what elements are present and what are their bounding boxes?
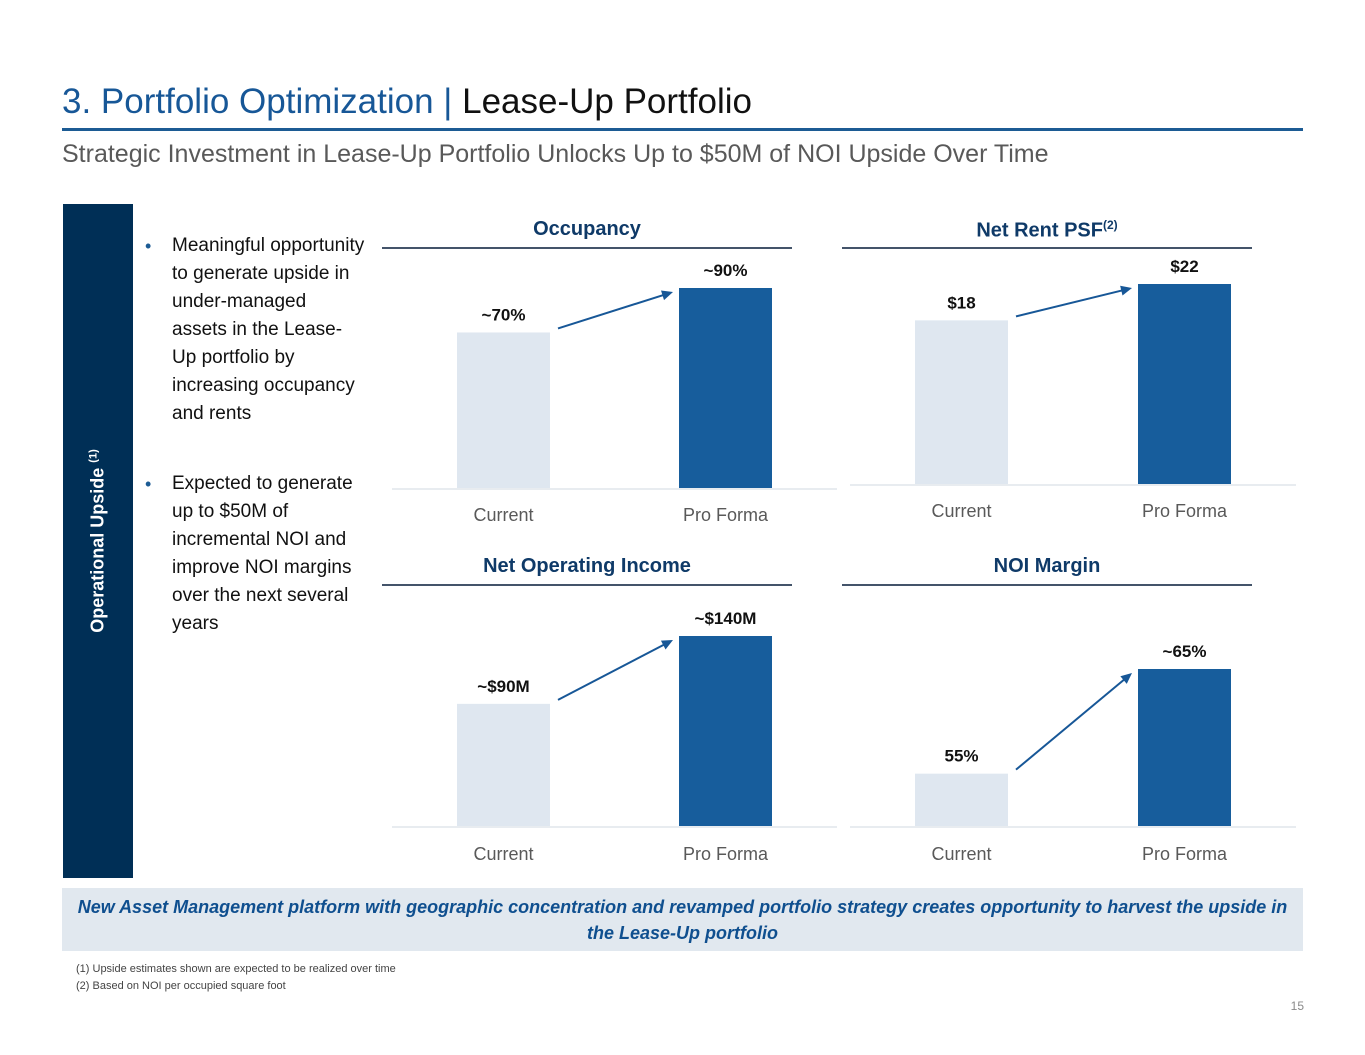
chart-noi-margin: NOI Margin 55% Current ~65% Pro Forma [840,555,1300,875]
value-label: ~90% [704,261,748,280]
chart-title: Occupancy [382,218,792,246]
title-section: 3. Portfolio Optimization [62,82,434,121]
title-rule [62,128,1303,131]
bullet-item: Meaningful opportunity to generate upsid… [145,232,365,428]
trend-arrow-head-icon [1120,285,1132,296]
page-number: 15 [1290,999,1304,1013]
bar-current [457,703,550,826]
bar-pro-forma [679,288,772,488]
chart-title-text: Net Operating Income [483,555,691,577]
chart-title-rule [382,584,792,586]
title-separator: | [433,82,463,121]
value-label: ~$140M [695,609,757,628]
page-subtitle: Strategic Investment in Lease-Up Portfol… [62,140,1049,168]
trend-arrow-head-icon [660,640,673,650]
chart-title: Net Rent PSF(2) [842,218,1252,246]
chart-title: NOI Margin [842,555,1252,583]
page-title: 3. Portfolio Optimization | Lease-Up Por… [62,80,752,124]
trend-arrow-head-icon [661,290,673,301]
sidebar-band [63,204,133,878]
bar-current [915,773,1008,826]
bar-pro-forma [1138,669,1231,826]
trend-arrow-line [557,641,669,701]
chart-plot: $18 Current $22 Pro Forma [850,257,1296,521]
trend-arrow-line [1015,676,1129,771]
bar-current [457,332,550,488]
bar-pro-forma [1138,284,1231,484]
chart-title-footnote-ref: (2) [1103,218,1118,232]
trend-arrow-head-icon [1120,673,1132,684]
value-label: ~65% [1163,642,1207,661]
value-label: $18 [947,293,975,312]
category-label: Pro Forma [683,844,769,864]
category-label: Current [473,505,533,525]
chart-title-rule [382,247,792,249]
category-label: Current [473,844,533,864]
value-label: ~70% [482,305,526,324]
category-label: Current [931,501,991,521]
chart-net-rent-psf: Net Rent PSF(2) $18 Current $22 Pro Forma [840,218,1300,538]
chart-title-text: NOI Margin [993,555,1101,577]
bar-pro-forma [679,636,772,826]
title-topic: Lease-Up Portfolio [462,82,752,121]
chart-net-operating-income: Net Operating Income ~$90M Current ~$140M Pr… [380,555,840,875]
chart-title-rule [842,584,1252,586]
chart-title: Net Operating Income [382,555,792,583]
footnote-1: (1) Upside estimates shown are expected … [76,963,396,975]
chart-plot: ~$90M Current ~$140M Pro Forma [392,609,837,864]
category-label: Current [931,844,991,864]
sidebar-label: Operational Upside (1) [88,449,109,633]
chart-occupancy: Occupancy ~70% Current ~90% Pro Forma [380,218,840,538]
trend-arrow-line [1015,288,1127,318]
sidebar-label-text: Operational Upside [87,467,108,633]
chart-title-rule [842,247,1252,249]
footnote-2: (2) Based on NOI per occupied square foo… [76,980,286,992]
callout-banner: New Asset Management platform with geogr… [62,888,1303,951]
value-label: $22 [1170,257,1198,276]
category-label: Pro Forma [1142,501,1228,521]
category-label: Pro Forma [683,505,769,525]
footnotes: (1) Upside estimates shown are expected … [76,961,396,995]
category-label: Pro Forma [1142,844,1228,864]
value-label: ~$90M [477,677,529,696]
trend-arrow-line [557,292,668,330]
sidebar-footnote-ref: (1) [87,449,100,463]
chart-plot: ~70% Current ~90% Pro Forma [392,261,837,525]
chart-title-text: Net Rent PSF [976,219,1103,242]
value-label: 55% [944,747,978,766]
bar-current [915,320,1008,484]
chart-plot: 55% Current ~65% Pro Forma [850,642,1296,864]
chart-title-text: Occupancy [533,218,641,240]
bullet-item: Expected to generate up to $50M of incre… [145,470,365,638]
bullet-list: Meaningful opportunity to generate upsid… [145,232,365,680]
